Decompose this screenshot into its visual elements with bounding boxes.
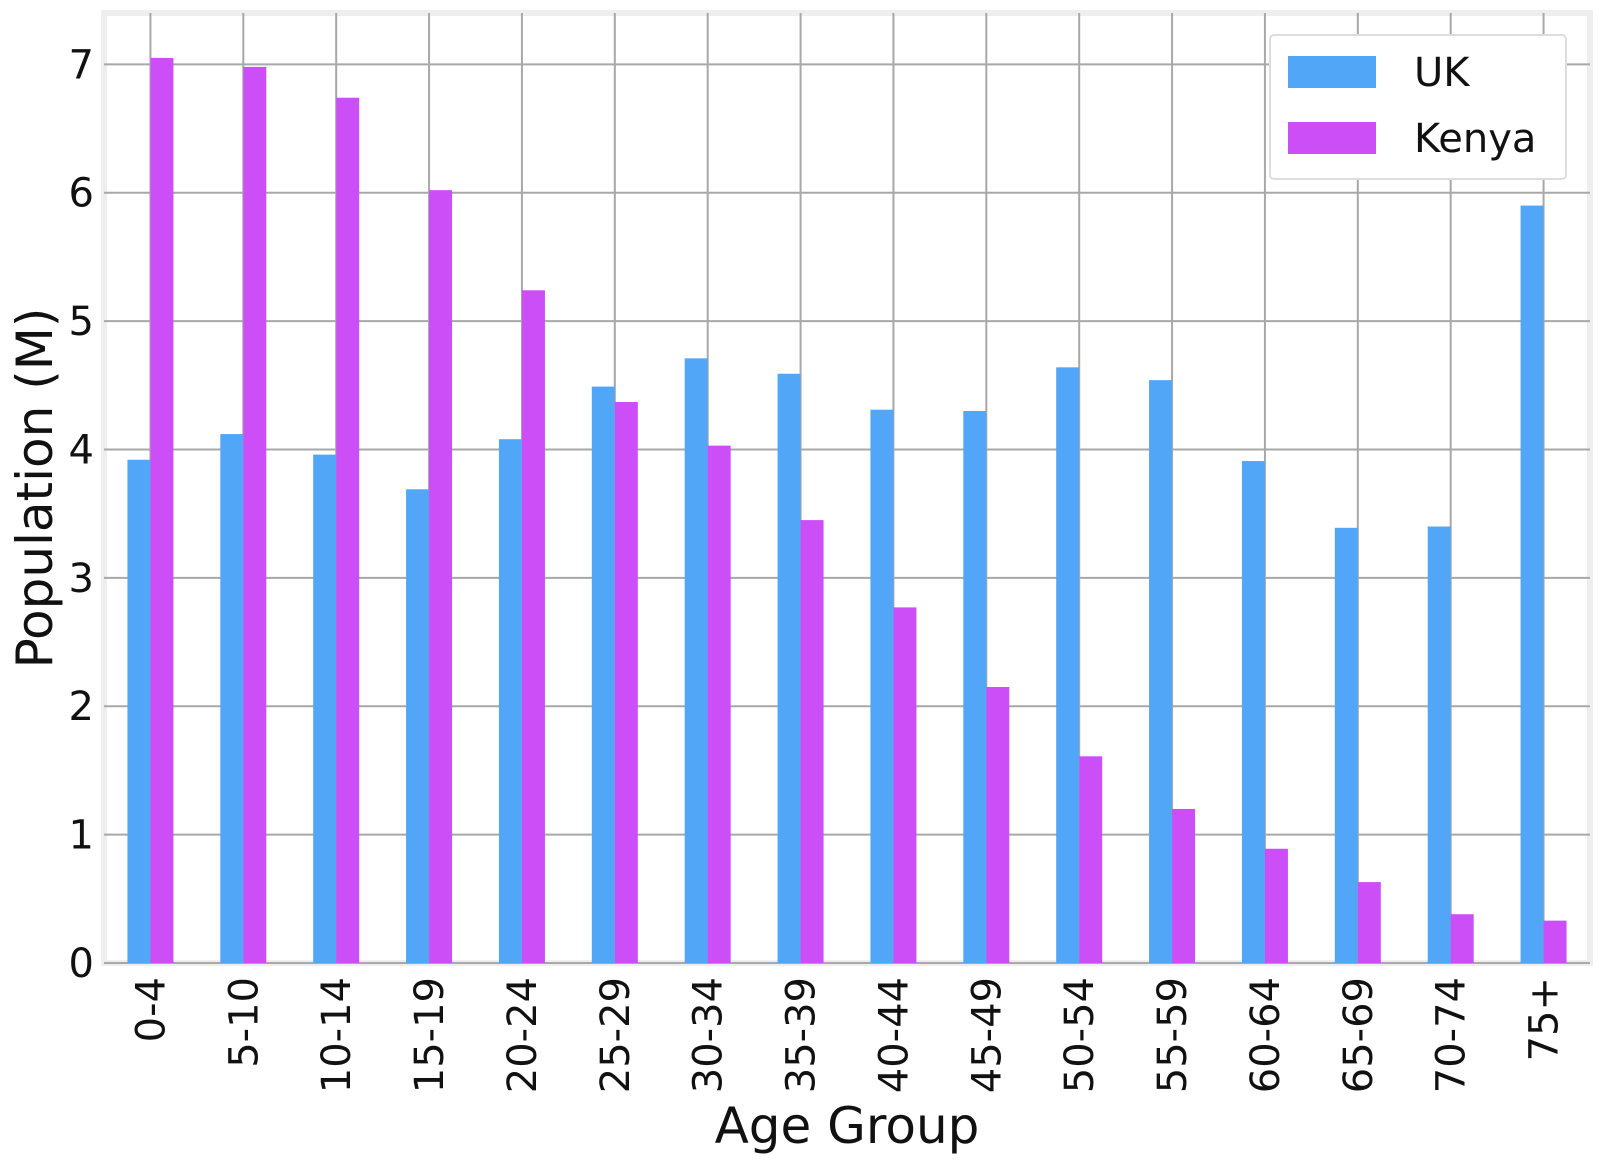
x-axis-title: Age Group	[715, 1097, 980, 1155]
x-tick-label: 65-69	[1336, 977, 1382, 1093]
y-tick-label: 5	[69, 299, 94, 345]
x-tick-label: 30-34	[686, 977, 732, 1093]
x-tick-label: 0-4	[128, 977, 174, 1042]
legend-label-kenya: Kenya	[1414, 116, 1536, 162]
x-tick-label: 10-14	[314, 977, 360, 1093]
x-tick-label: 15-19	[407, 977, 453, 1093]
x-tick-label: 5-10	[221, 977, 267, 1068]
x-tick-label: 50-54	[1057, 977, 1103, 1093]
bar-uk	[1427, 526, 1451, 963]
bar-kenya	[893, 607, 917, 963]
x-tick-label: 35-39	[779, 977, 825, 1093]
bar-uk	[127, 459, 151, 963]
x-tick-label: 75+	[1522, 977, 1568, 1061]
y-tick-label: 6	[69, 171, 94, 217]
bar-kenya	[800, 520, 824, 963]
x-tick-label: 60-64	[1243, 977, 1289, 1093]
bar-kenya	[1450, 914, 1474, 963]
bar-uk	[777, 373, 801, 963]
bar-kenya	[614, 401, 638, 964]
x-tick-label: 25-29	[593, 977, 639, 1093]
bar-kenya	[243, 66, 267, 963]
bar-uk	[1056, 367, 1080, 963]
bar-uk	[406, 489, 430, 963]
bar-kenya	[1172, 808, 1196, 963]
bar-kenya	[521, 290, 545, 963]
x-tick-label: 45-49	[964, 977, 1010, 1093]
bar-kenya	[336, 97, 360, 963]
y-axis-title: Population (M)	[6, 308, 64, 669]
y-tick-label: 3	[69, 556, 94, 602]
bar-kenya	[1264, 848, 1288, 963]
bar-kenya	[986, 686, 1010, 963]
bar-uk	[498, 439, 522, 964]
legend-swatch-kenya	[1288, 122, 1376, 154]
bar-uk	[1334, 527, 1358, 963]
y-ticks: 0 1 2 3 4 5 6 7	[69, 42, 94, 987]
bars	[127, 57, 1567, 964]
x-tick-label: 70-74	[1429, 977, 1475, 1093]
y-tick-label: 1	[69, 813, 94, 859]
bar-uk	[870, 409, 894, 963]
bar-uk	[313, 454, 337, 963]
bar-uk	[684, 358, 708, 963]
bar-uk	[591, 386, 615, 964]
y-tick-label: 2	[69, 684, 94, 730]
legend-swatch-uk	[1288, 56, 1376, 88]
bar-kenya	[707, 445, 731, 963]
x-tick-label: 20-24	[500, 977, 546, 1093]
bar-kenya	[150, 57, 174, 963]
bar-uk	[963, 410, 987, 963]
y-tick-label: 0	[69, 941, 94, 987]
legend-label-uk: UK	[1414, 50, 1471, 96]
x-tick-label: 40-44	[871, 977, 917, 1093]
bar-uk	[1520, 205, 1544, 963]
bar-uk	[1241, 461, 1265, 963]
bar-uk	[1149, 380, 1173, 963]
legend: UK Kenya	[1269, 34, 1567, 180]
bar-kenya	[1357, 882, 1381, 963]
x-tick-label: 55-59	[1150, 977, 1196, 1093]
bar-kenya	[1543, 920, 1567, 963]
bar-uk	[220, 434, 244, 964]
bar-kenya	[429, 190, 453, 963]
bar-kenya	[1079, 756, 1103, 963]
y-tick-label: 4	[69, 427, 94, 473]
x-ticks: 0-4 5-10 10-14 15-19 20-24 25-29 30-34 35-39 40-…	[128, 977, 1567, 1093]
y-tick-label: 7	[69, 42, 94, 88]
